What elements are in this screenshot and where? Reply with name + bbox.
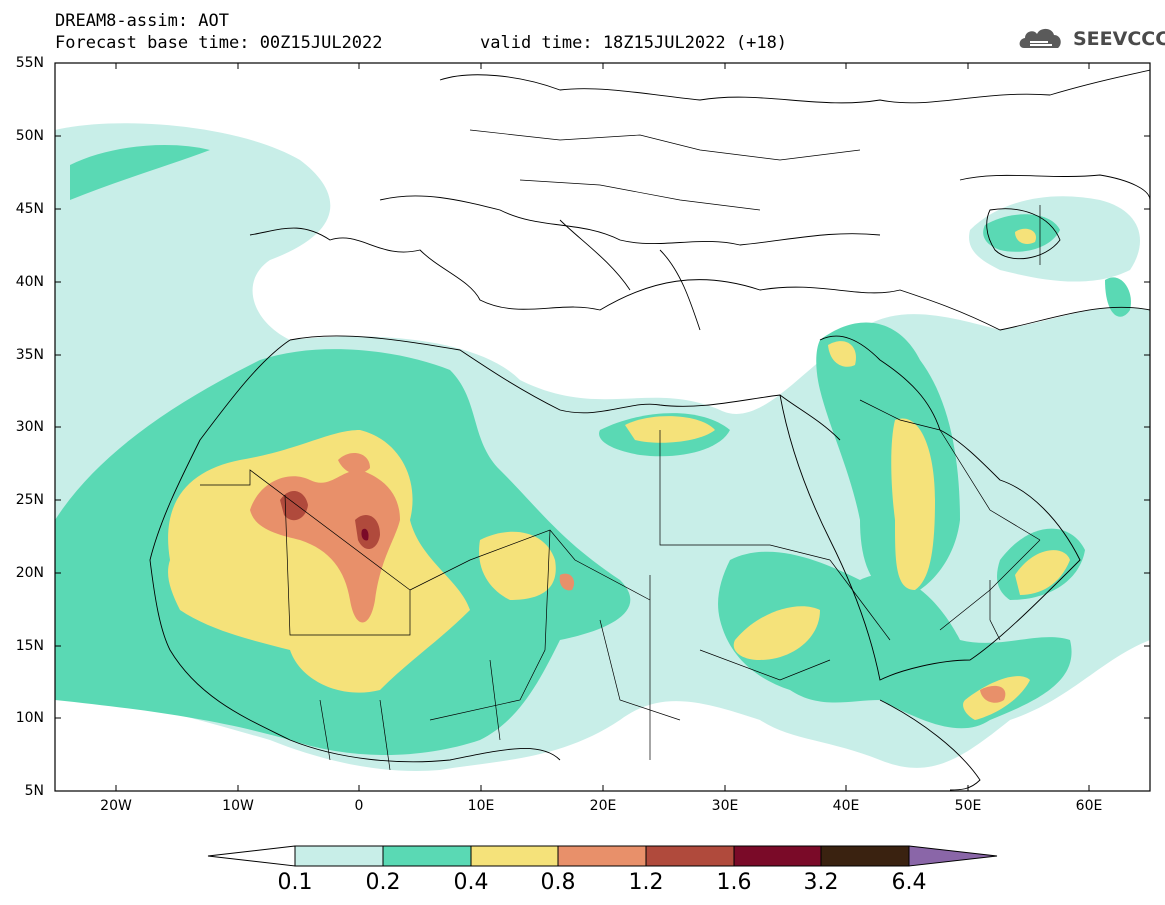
lat-label: 55N [15, 55, 44, 71]
lon-label: 10W [222, 798, 254, 814]
lat-label: 40N [15, 274, 44, 290]
colorbar-label: 3.2 [803, 870, 839, 895]
lat-label: 20N [15, 565, 44, 581]
colorbar [207, 845, 998, 867]
lat-label: 10N [15, 710, 44, 726]
forecast-base-time: Forecast base time: 00Z15JUL2022 [55, 33, 383, 53]
colorbar-segment-6 [733, 845, 822, 867]
colorbar-segment-7 [820, 845, 910, 867]
axis-ticks [55, 62, 1150, 791]
lon-label: 30E [711, 798, 739, 814]
lat-label: 35N [15, 347, 44, 363]
coastlines [149, 69, 1150, 791]
country-borders [200, 129, 1041, 771]
colorbar-segment-1 [294, 845, 384, 867]
lat-label: 5N [24, 783, 44, 799]
lon-label: 20E [589, 798, 617, 814]
map-title: DREAM8-assim: AOT [55, 11, 229, 31]
lon-label: 20W [100, 798, 132, 814]
lat-label: 30N [15, 419, 44, 435]
colorbar-segment-8 [908, 845, 998, 867]
logo-text: SEEVCCC [1073, 28, 1165, 50]
lat-label: 45N [15, 201, 44, 217]
aot-band-0.4 [168, 228, 1070, 720]
lat-label: 50N [15, 128, 44, 144]
valid-time: valid time: 18Z15JUL2022 (+18) [480, 33, 788, 53]
colorbar-segment-2 [382, 845, 472, 867]
colorbar-label: 0.2 [365, 870, 401, 895]
lon-label: 50E [954, 798, 982, 814]
lon-label: 10E [467, 798, 495, 814]
colorbar-segment-0 [207, 845, 296, 867]
colorbar-label: 0.4 [453, 870, 489, 895]
aot-band-1.6 [361, 528, 369, 541]
lat-label: 15N [15, 638, 44, 654]
colorbar-segment-3 [470, 845, 559, 867]
lon-label: 40E [832, 798, 860, 814]
lat-label: 25N [15, 492, 44, 508]
colorbar-segment-4 [557, 845, 647, 867]
colorbar-label: 6.4 [891, 870, 927, 895]
colorbar-label: 0.1 [277, 870, 313, 895]
lon-label: 60E [1075, 798, 1103, 814]
colorbar-label: 1.2 [628, 870, 664, 895]
lon-label: 0 [354, 798, 364, 814]
colorbar-label: 0.8 [540, 870, 576, 895]
colorbar-label: 1.6 [716, 870, 752, 895]
colorbar-segment-5 [645, 845, 735, 867]
cloud-icon [1019, 28, 1061, 48]
